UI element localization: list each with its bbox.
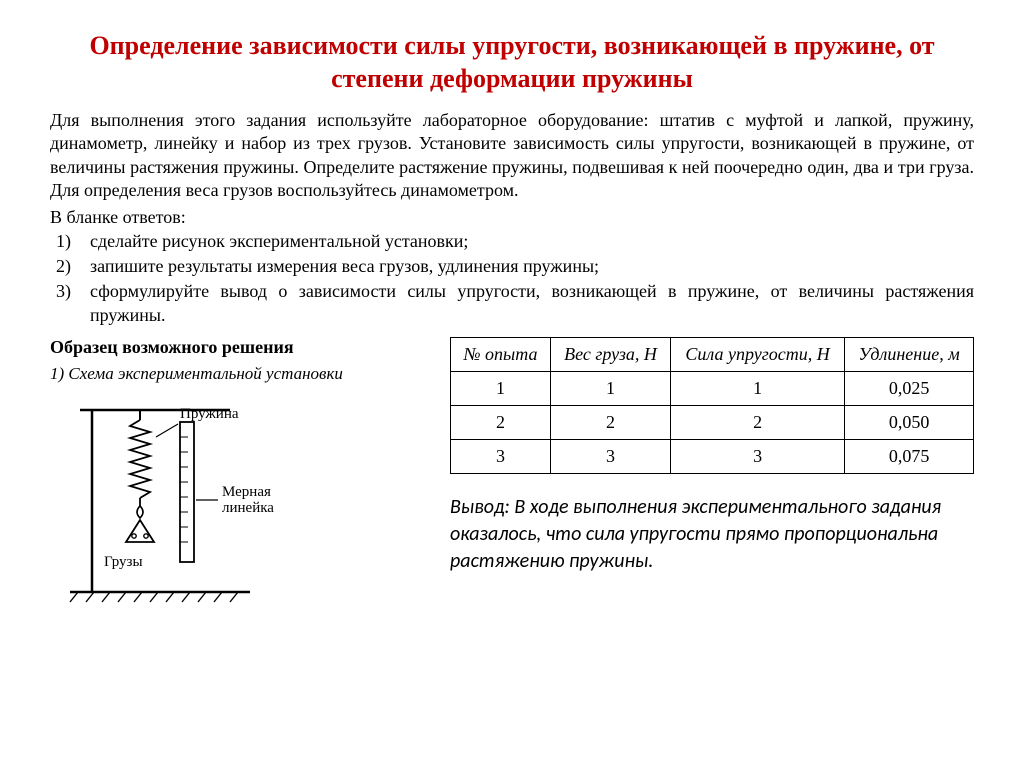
table-header: Вес груза, Н <box>551 338 671 372</box>
left-column: Образец возможного решения 1) Схема эксп… <box>50 337 430 617</box>
sample-solution-header: Образец возможного решения <box>50 337 430 358</box>
table-cell: 1 <box>670 372 844 406</box>
table-cell: 2 <box>551 406 671 440</box>
table-cell: 1 <box>451 372 551 406</box>
table-row: 2 2 2 0,050 <box>451 406 974 440</box>
table-header: Сила упругости, Н <box>670 338 844 372</box>
table-cell: 0,050 <box>845 406 974 440</box>
ruler-label-2: линейка <box>222 500 274 516</box>
table-cell: 0,075 <box>845 440 974 474</box>
right-column: № опыта Вес груза, Н Сила упругости, Н У… <box>450 337 974 617</box>
table-cell: 3 <box>670 440 844 474</box>
list-text: сделайте рисунок экспериментальной устан… <box>90 230 974 253</box>
list-item: 3) сформулируйте вывод о зависимости сил… <box>50 280 974 327</box>
list-text: сформулируйте вывод о зависимости силы у… <box>90 280 974 327</box>
lower-section: Образец возможного решения 1) Схема эксп… <box>50 337 974 617</box>
conclusion-text: Вывод: В ходе выполнения экспериментальн… <box>450 494 974 575</box>
list-text: запишите результаты измерения веса грузо… <box>90 255 974 278</box>
list-number: 2) <box>50 255 90 278</box>
apparatus-diagram: Пружина Мерная линейка Грузы <box>50 392 310 612</box>
weights-label: Грузы <box>104 554 143 570</box>
task-list: 1) сделайте рисунок экспериментальной ус… <box>50 230 974 328</box>
table-cell: 3 <box>451 440 551 474</box>
ruler-label-1: Мерная <box>222 484 271 500</box>
table-header: Удлинение, м <box>845 338 974 372</box>
table-row: 3 3 3 0,075 <box>451 440 974 474</box>
list-item: 2) запишите результаты измерения веса гр… <box>50 255 974 278</box>
table-cell: 2 <box>670 406 844 440</box>
results-table: № опыта Вес груза, Н Сила упругости, Н У… <box>450 337 974 474</box>
blank-answers-label: В бланке ответов: <box>50 207 974 228</box>
table-header-row: № опыта Вес груза, Н Сила упругости, Н У… <box>451 338 974 372</box>
table-cell: 1 <box>551 372 671 406</box>
table-cell: 2 <box>451 406 551 440</box>
list-number: 3) <box>50 280 90 327</box>
list-number: 1) <box>50 230 90 253</box>
scheme-label: 1) Схема экспериментальной установки <box>50 364 430 384</box>
page-title: Определение зависимости силы упругости, … <box>50 30 974 95</box>
table-header: № опыта <box>451 338 551 372</box>
list-item: 1) сделайте рисунок экспериментальной ус… <box>50 230 974 253</box>
table-cell: 0,025 <box>845 372 974 406</box>
intro-paragraph: Для выполнения этого задания используйте… <box>50 109 974 203</box>
table-row: 1 1 1 0,025 <box>451 372 974 406</box>
spring-label: Пружина <box>180 406 239 422</box>
table-cell: 3 <box>551 440 671 474</box>
